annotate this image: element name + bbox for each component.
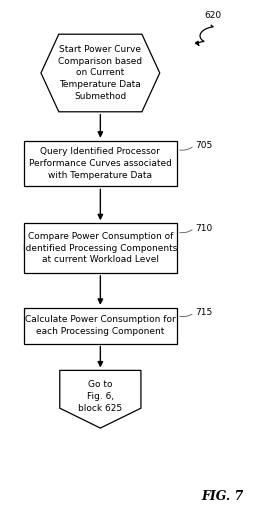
Text: 710: 710 xyxy=(195,224,213,233)
Text: Calculate Power Consumption for
each Processing Component: Calculate Power Consumption for each Pro… xyxy=(25,315,176,336)
Polygon shape xyxy=(60,371,141,428)
Text: Start Power Curve
Comparison based
on Current
Temperature Data
Submethod: Start Power Curve Comparison based on Cu… xyxy=(58,45,142,101)
Text: Compare Power Consumption of
Identified Processing Components
at current Workloa: Compare Power Consumption of Identified … xyxy=(23,232,177,264)
FancyBboxPatch shape xyxy=(24,223,177,273)
Text: 620: 620 xyxy=(204,11,221,20)
Polygon shape xyxy=(41,34,160,112)
Text: 705: 705 xyxy=(195,141,213,150)
Text: Go to
Fig. 6,
block 625: Go to Fig. 6, block 625 xyxy=(78,380,122,413)
Text: FIG. 7: FIG. 7 xyxy=(202,490,244,503)
FancyBboxPatch shape xyxy=(24,141,177,187)
Text: Query Identified Processor
Performance Curves associated
with Temperature Data: Query Identified Processor Performance C… xyxy=(29,147,172,180)
FancyBboxPatch shape xyxy=(24,308,177,343)
Text: 715: 715 xyxy=(195,308,213,317)
